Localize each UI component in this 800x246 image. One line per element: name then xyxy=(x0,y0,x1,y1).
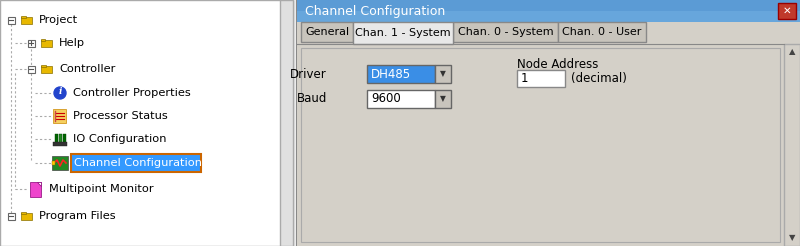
Bar xyxy=(453,22,558,42)
Bar xyxy=(21,16,31,24)
Text: ▼: ▼ xyxy=(440,70,446,78)
Bar xyxy=(41,65,46,67)
Text: Help: Help xyxy=(59,38,85,48)
Text: General: General xyxy=(305,27,349,37)
Text: i: i xyxy=(58,87,62,96)
Text: Baud: Baud xyxy=(297,92,327,106)
Bar xyxy=(784,44,800,246)
Text: Channel Configuration: Channel Configuration xyxy=(74,158,202,168)
Text: Node Address: Node Address xyxy=(517,58,598,71)
Bar xyxy=(52,161,55,165)
Text: ▼: ▼ xyxy=(789,233,795,243)
Text: Chan. 0 - User: Chan. 0 - User xyxy=(562,27,642,37)
Bar xyxy=(301,22,353,42)
Bar xyxy=(435,90,451,108)
Bar xyxy=(778,3,796,19)
Text: (decimal): (decimal) xyxy=(571,72,627,85)
Bar xyxy=(297,0,800,22)
Text: Controller: Controller xyxy=(59,64,115,74)
Text: Processor Status: Processor Status xyxy=(73,111,168,121)
Bar xyxy=(297,44,800,246)
Text: ▲: ▲ xyxy=(789,47,795,57)
Text: Multipoint Monitor: Multipoint Monitor xyxy=(49,184,154,194)
Bar xyxy=(52,156,68,170)
Bar xyxy=(297,0,800,246)
Bar xyxy=(353,22,453,44)
Bar xyxy=(41,40,51,47)
Text: 1: 1 xyxy=(521,72,529,85)
Bar xyxy=(55,134,58,143)
Bar xyxy=(27,65,34,73)
Bar xyxy=(21,213,31,220)
Text: Channel Configuration: Channel Configuration xyxy=(305,4,446,17)
Bar xyxy=(53,109,66,123)
Text: Controller Properties: Controller Properties xyxy=(73,88,190,98)
Text: ✕: ✕ xyxy=(782,6,791,16)
Bar xyxy=(301,48,780,242)
Text: ▼: ▼ xyxy=(440,94,446,104)
Text: Project: Project xyxy=(39,15,78,25)
Text: 9600: 9600 xyxy=(371,92,401,106)
Text: IO Configuration: IO Configuration xyxy=(73,134,166,144)
Bar xyxy=(41,65,51,73)
Bar xyxy=(297,11,800,22)
Text: Chan. 1 - System: Chan. 1 - System xyxy=(355,28,451,38)
Text: Driver: Driver xyxy=(290,67,327,80)
Bar xyxy=(21,16,26,18)
Bar xyxy=(59,134,62,143)
Text: Chan. 0 - System: Chan. 0 - System xyxy=(458,27,554,37)
Bar xyxy=(27,40,34,46)
Bar xyxy=(71,154,201,172)
Bar xyxy=(41,39,45,41)
Text: Program Files: Program Files xyxy=(39,211,116,221)
Bar xyxy=(63,134,66,143)
Bar xyxy=(558,22,646,42)
Bar xyxy=(0,0,293,246)
Bar xyxy=(367,90,435,108)
Bar xyxy=(7,213,14,219)
Circle shape xyxy=(54,87,66,99)
Bar xyxy=(21,212,26,214)
Bar xyxy=(367,65,435,83)
Text: DH485: DH485 xyxy=(371,67,411,80)
Bar xyxy=(280,0,293,246)
Bar xyxy=(53,142,67,146)
Bar xyxy=(517,70,565,87)
Polygon shape xyxy=(37,182,41,186)
Bar xyxy=(297,22,800,44)
Bar xyxy=(30,182,41,197)
Bar xyxy=(7,16,14,24)
Bar xyxy=(435,65,451,83)
